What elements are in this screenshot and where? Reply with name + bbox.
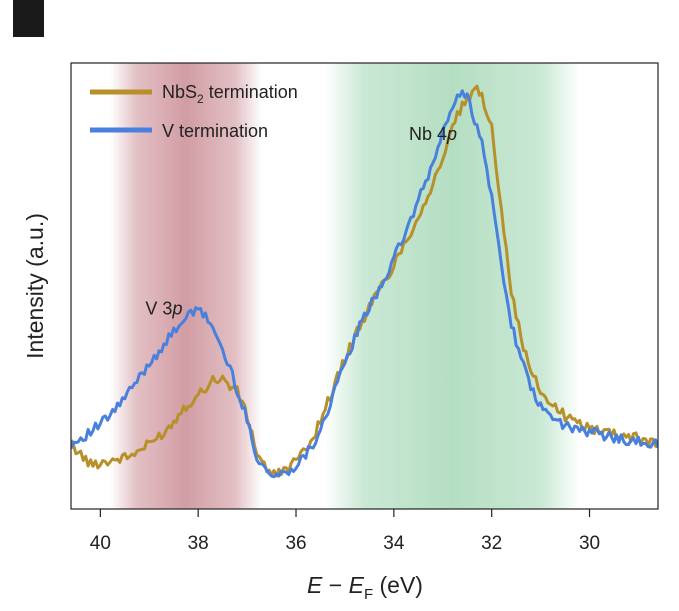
plot-frame [70,62,659,510]
x-tick-label: 36 [285,533,306,554]
y-axis-title: Intensity (a.u.) [22,213,48,359]
series-line-nbs2-termination [71,84,658,478]
panel-label-box [13,0,44,37]
legend: NbS2 termination V termination [90,82,298,141]
annotation-nb4p: Nb 4p [409,124,457,144]
x-tick-label: 30 [579,533,600,554]
legend-label-nbs2: NbS2 termination [162,82,298,106]
x-tick-label: 38 [188,533,209,554]
x-axis-title: E − EF (eV) [307,572,423,603]
x-tick-label: 40 [90,533,111,554]
series-line-v-termination [71,89,658,479]
x-axis-ticks: 40 38 36 34 32 30 [90,509,600,554]
x-tick-label: 34 [383,533,405,554]
v3p-shaded-region [110,63,262,509]
annotation-v3p: V 3p [145,298,182,318]
legend-label-v: V termination [162,121,268,141]
x-tick-label: 32 [481,533,502,554]
nb4p-shaded-region [325,63,580,509]
